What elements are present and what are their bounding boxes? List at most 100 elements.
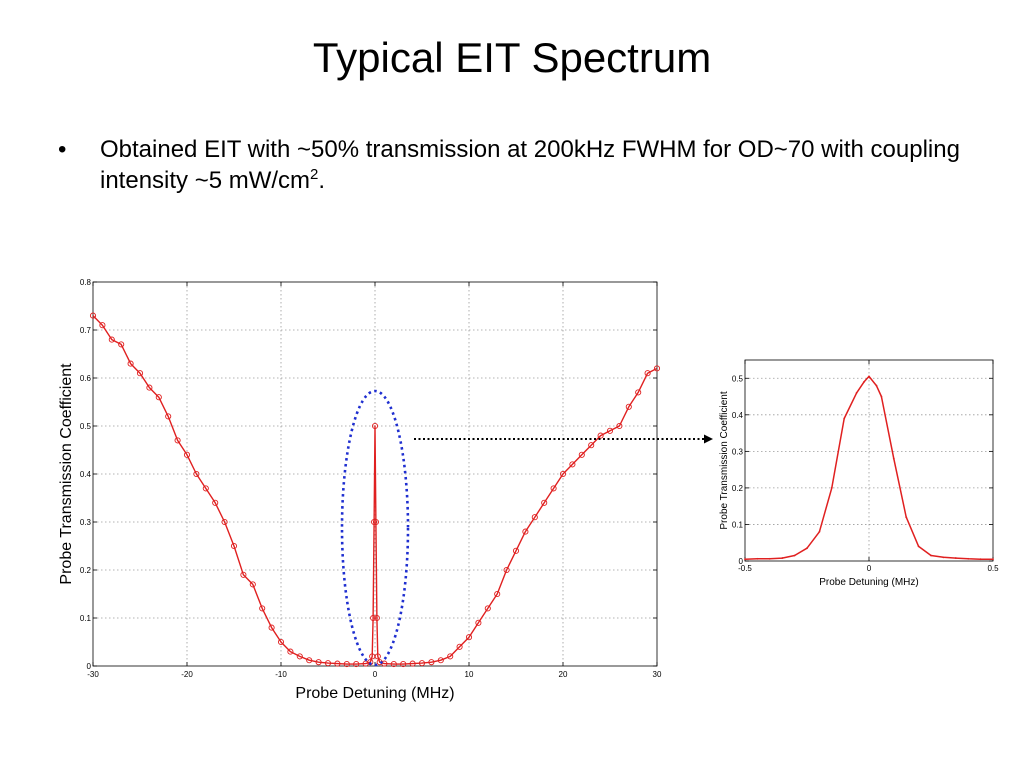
main-data-point-0-63 <box>606 427 614 434</box>
inset-data-point-0-5 <box>806 547 808 550</box>
peak-highlight-ellipse <box>340 389 410 667</box>
bullet-text: Obtained EIT with ~50% transmission at 2… <box>100 134 978 196</box>
main-ytick-label-5: 0.5 <box>80 422 92 431</box>
inset-data-point-0-7 <box>830 487 833 489</box>
main-xtick-label-3: 0 <box>373 670 378 679</box>
bullet-symbol: • <box>58 136 67 163</box>
main-xtick-label-0: -30 <box>87 670 99 679</box>
inset-data-point-0-11 <box>868 375 870 378</box>
main-data-point-0-68 <box>653 365 661 372</box>
inset-xtick-label-2: 0.5 <box>987 564 999 573</box>
zoom-arrow-head <box>704 434 713 444</box>
main-data-point-0-15 <box>230 542 238 550</box>
main-data-point-0-48 <box>465 634 473 641</box>
main-data-point-0-22 <box>296 653 303 660</box>
main-data-point-0-55 <box>531 514 538 521</box>
main-data-point-0-56 <box>541 499 548 506</box>
main-data-point-0-49 <box>475 619 482 626</box>
inset-ytick-label-5: 0.5 <box>732 374 744 383</box>
main-data-point-0-57 <box>550 485 557 492</box>
chart-annotations <box>340 389 713 667</box>
main-data-point-0-51 <box>494 590 501 598</box>
main-chart: -30 -20 -10 0 10 20 30 0 0.1 0.2 0.3 0.4 0.5 0.6 0.7 0.… <box>58 278 662 702</box>
main-ytick-label-2: 0.2 <box>80 566 92 575</box>
main-data-point-0-50 <box>484 605 491 612</box>
main-data-point-0-61 <box>588 442 595 449</box>
main-data-point-0-6 <box>146 384 153 391</box>
inset-data-point-0-17 <box>930 554 932 557</box>
main-data-point-0-9 <box>174 437 181 444</box>
main-data-point-0-19 <box>268 624 275 631</box>
inset-data-point-0-16 <box>917 545 920 548</box>
main-data-point-0-45 <box>437 657 444 664</box>
inset-xtick-label-0: -0.5 <box>738 564 752 573</box>
main-data-point-0-40 <box>390 661 397 668</box>
inset-data-point-0-12 <box>875 384 878 387</box>
main-ytick-label-8: 0.8 <box>80 278 92 287</box>
main-data-point-0-41 <box>400 661 407 668</box>
main-data-point-0-44 <box>428 659 435 666</box>
main-data-point-0-58 <box>559 470 567 478</box>
main-ytick-label-3: 0.3 <box>80 518 92 527</box>
inset-data-point-0-14 <box>892 457 895 460</box>
inset-data-point-0-10 <box>863 381 865 383</box>
inset-y-axis-label: Probe Transmission Coefficient <box>719 391 730 529</box>
inset-data-point-0-8 <box>843 417 846 420</box>
inset-ytick-label-2: 0.2 <box>732 484 744 493</box>
inset-xtick-label-1: 0 <box>867 564 872 573</box>
inset-data-point-0-9 <box>855 391 858 394</box>
inset-ytick-label-4: 0.4 <box>732 411 744 420</box>
inset-data-point-0-15 <box>905 516 908 519</box>
main-ytick-label-0: 0 <box>87 662 92 671</box>
main-xtick-label-4: 10 <box>465 670 474 679</box>
bullet-suffix: . <box>318 167 326 194</box>
main-data-point-0-35 <box>372 518 379 526</box>
main-xtick-label-6: 30 <box>653 670 662 679</box>
main-xtick-label-5: 20 <box>559 670 568 679</box>
bullet-superscript: 2 <box>310 166 319 183</box>
main-data-point-0-20 <box>277 638 285 646</box>
inset-data-point-0-18 <box>942 556 945 559</box>
main-x-axis-label: Probe Detuning (MHz) <box>295 685 454 702</box>
main-ytick-label-7: 0.7 <box>80 326 92 335</box>
main-y-axis-label: Probe Transmission Coefficient <box>58 363 75 585</box>
inset-data-point-0-6 <box>818 530 821 533</box>
main-data-point-0-52 <box>503 566 510 574</box>
main-data-point-0-14 <box>221 518 228 526</box>
main-data-point-0-36 <box>373 614 380 622</box>
main-data-point-0-59 <box>569 461 576 468</box>
main-data-point-0-60 <box>578 451 585 458</box>
main-data-point-0-12 <box>202 485 209 492</box>
bullet-point: • Obtained EIT with ~50% transmission at… <box>58 134 978 196</box>
inset-data-point-0-22 <box>992 558 994 561</box>
main-data-point-0-34 <box>371 422 379 430</box>
main-data-point-0-46 <box>447 653 454 660</box>
inset-data-point-0-2 <box>768 557 771 560</box>
main-data-point-0-3 <box>118 341 125 348</box>
inset-data-point-0-21 <box>979 558 982 561</box>
main-data-point-0-13 <box>212 499 219 506</box>
main-series-line-0 <box>92 315 658 665</box>
main-data-point-0-43 <box>418 660 426 667</box>
inset-data-point-0-3 <box>781 557 784 559</box>
main-xtick-label-1: -20 <box>181 670 193 679</box>
main-data-point-0-32 <box>370 614 377 622</box>
main-data-point-0-2 <box>108 336 115 343</box>
main-data-point-0-65 <box>625 403 632 410</box>
main-data-point-0-0 <box>89 312 97 319</box>
main-ytick-label-4: 0.4 <box>80 470 92 479</box>
main-xtick-label-2: -10 <box>275 670 287 679</box>
slide-title: Typical EIT Spectrum <box>312 34 712 81</box>
inset-ytick-label-1: 0.1 <box>732 520 744 529</box>
main-data-point-0-64 <box>616 422 623 430</box>
main-ytick-label-1: 0.1 <box>80 614 92 623</box>
main-data-point-0-4 <box>127 360 134 367</box>
main-data-point-0-21 <box>287 648 294 655</box>
inset-ytick-label-0: 0 <box>739 557 744 566</box>
inset-data-point-0-0 <box>744 558 746 561</box>
main-data-point-0-5 <box>136 370 144 377</box>
main-data-point-0-54 <box>522 528 529 535</box>
inset-data-point-0-4 <box>793 554 796 557</box>
main-data-point-0-42 <box>409 660 416 667</box>
